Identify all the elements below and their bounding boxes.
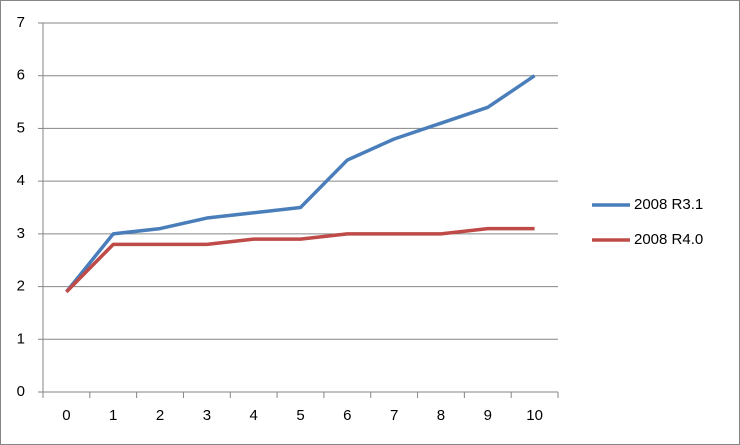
x-tick-label: 5 [296,407,304,424]
x-tick-label: 7 [390,407,398,424]
x-tick-label: 6 [343,407,351,424]
y-tick-label: 2 [17,278,25,295]
y-tick-label: 6 [17,67,25,84]
data-line [65,74,536,293]
x-tick-label: 4 [250,407,258,424]
x-tick-label: 1 [109,407,117,424]
y-tick-label: 4 [17,172,25,189]
x-tick-label: 3 [203,407,211,424]
legend-label: 2008 R3.1 [634,196,703,213]
y-tick-label: 1 [17,330,25,347]
legend-label: 2008 R4.0 [634,231,703,248]
x-tick-label: 9 [484,407,492,424]
y-tick-label: 3 [17,225,25,242]
x-tick-label: 2 [156,407,164,424]
data-line [65,226,535,294]
y-tick-label: 0 [17,383,25,400]
x-tick-label: 8 [437,407,445,424]
x-tick-label: 10 [526,407,543,424]
x-tick-label: 0 [62,407,70,424]
y-tick-label: 5 [17,119,25,136]
y-tick-label: 7 [17,14,25,31]
